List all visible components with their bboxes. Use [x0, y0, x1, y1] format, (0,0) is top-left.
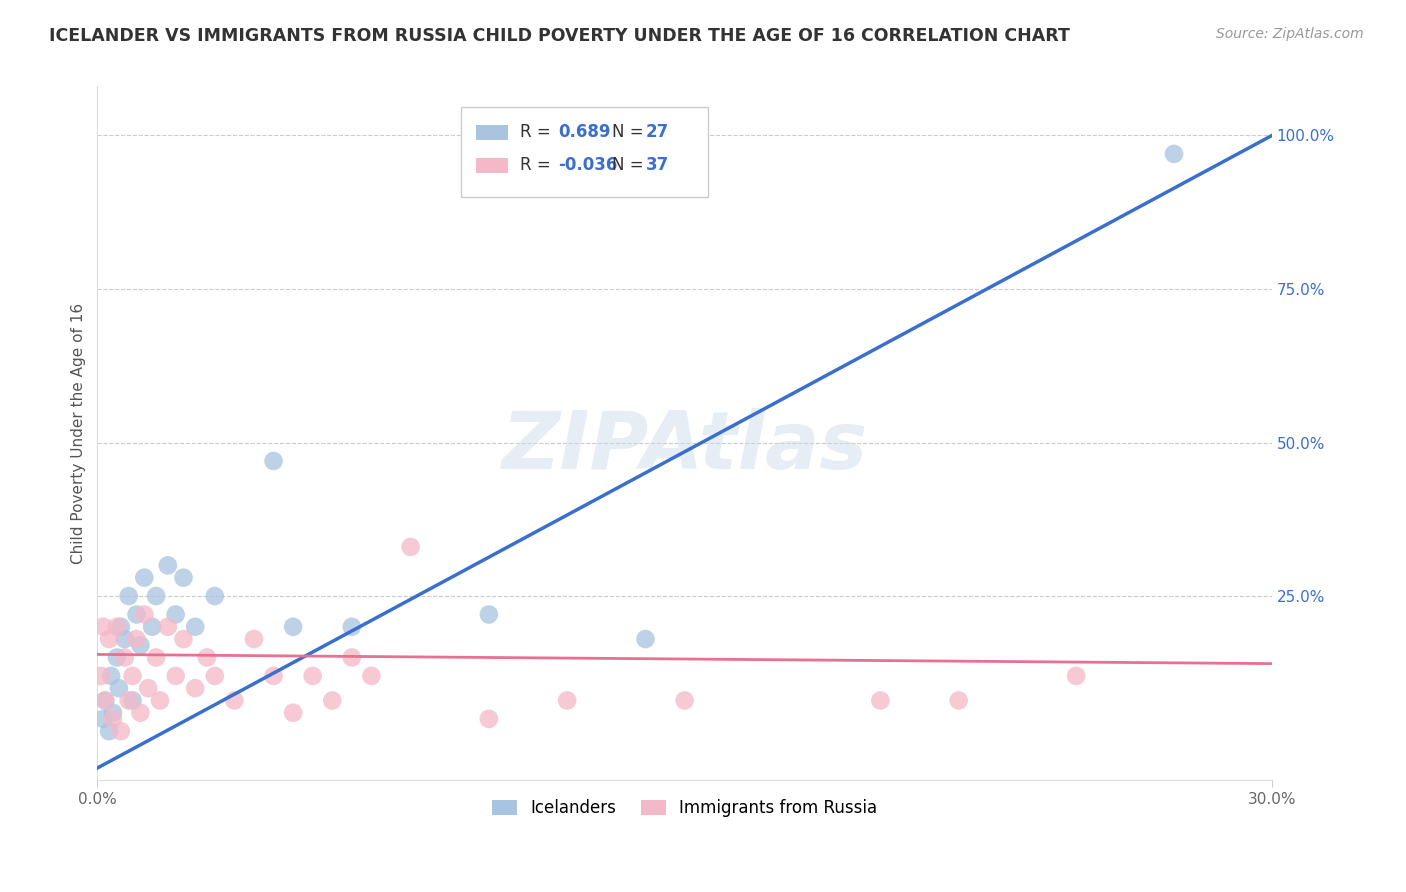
Point [301, 669, 323, 683]
Point [281, 706, 304, 720]
Point [98, 724, 121, 739]
Text: ZIPAtlas: ZIPAtlas [502, 409, 868, 486]
Point [129, 638, 152, 652]
Bar [475, 125, 509, 140]
Point [478, 712, 501, 726]
Point [125, 632, 148, 646]
Point [1163, 147, 1185, 161]
Point [121, 669, 143, 683]
Point [281, 620, 304, 634]
Legend: Icelanders, Immigrants from Russia: Icelanders, Immigrants from Russia [485, 793, 884, 824]
Point [118, 693, 141, 707]
Point [173, 571, 195, 585]
Point [399, 540, 422, 554]
Point [555, 693, 578, 707]
Point [110, 724, 132, 739]
Point [125, 607, 148, 622]
Text: Source: ZipAtlas.com: Source: ZipAtlas.com [1216, 27, 1364, 41]
Text: 0.689: 0.689 [558, 123, 610, 141]
Point [114, 650, 136, 665]
Point [94, 693, 117, 707]
Text: R =: R = [520, 156, 557, 174]
Point [321, 693, 343, 707]
Point [134, 571, 156, 585]
Point [91, 620, 114, 634]
Point [263, 669, 285, 683]
Point [263, 454, 285, 468]
Point [134, 607, 156, 622]
Text: -0.036: -0.036 [558, 156, 617, 174]
Bar [475, 158, 509, 173]
Point [141, 620, 163, 634]
Point [136, 681, 159, 696]
Point [634, 632, 657, 646]
Point [101, 706, 124, 720]
Point [478, 607, 501, 622]
Point [94, 693, 117, 707]
Point [114, 632, 136, 646]
Point [108, 681, 131, 696]
Point [145, 589, 167, 603]
Point [673, 693, 696, 707]
Point [173, 632, 195, 646]
Point [129, 706, 152, 720]
Point [204, 669, 226, 683]
Point [204, 589, 226, 603]
FancyBboxPatch shape [461, 107, 709, 197]
Point [1064, 669, 1087, 683]
Point [118, 589, 141, 603]
Text: 37: 37 [645, 156, 669, 174]
Point [184, 681, 207, 696]
Text: N =: N = [612, 123, 648, 141]
Text: R =: R = [520, 123, 557, 141]
Text: 27: 27 [645, 123, 669, 141]
Point [145, 650, 167, 665]
Point [110, 620, 132, 634]
Point [165, 607, 187, 622]
Point [90, 669, 112, 683]
Point [948, 693, 970, 707]
Text: ICELANDER VS IMMIGRANTS FROM RUSSIA CHILD POVERTY UNDER THE AGE OF 16 CORRELATIO: ICELANDER VS IMMIGRANTS FROM RUSSIA CHIL… [49, 27, 1070, 45]
Point [105, 650, 128, 665]
Point [224, 693, 246, 707]
Point [101, 712, 124, 726]
Point [340, 650, 363, 665]
Point [165, 669, 187, 683]
Point [98, 632, 121, 646]
Text: N =: N = [612, 156, 648, 174]
Point [869, 693, 891, 707]
Point [243, 632, 266, 646]
Point [156, 558, 179, 573]
Point [121, 693, 143, 707]
Point [100, 669, 122, 683]
Y-axis label: Child Poverty Under the Age of 16: Child Poverty Under the Age of 16 [72, 302, 86, 564]
Point [149, 693, 172, 707]
Point [156, 620, 179, 634]
Point [360, 669, 382, 683]
Point [105, 620, 128, 634]
Point [195, 650, 218, 665]
Point [340, 620, 363, 634]
Point [184, 620, 207, 634]
Point [91, 712, 114, 726]
